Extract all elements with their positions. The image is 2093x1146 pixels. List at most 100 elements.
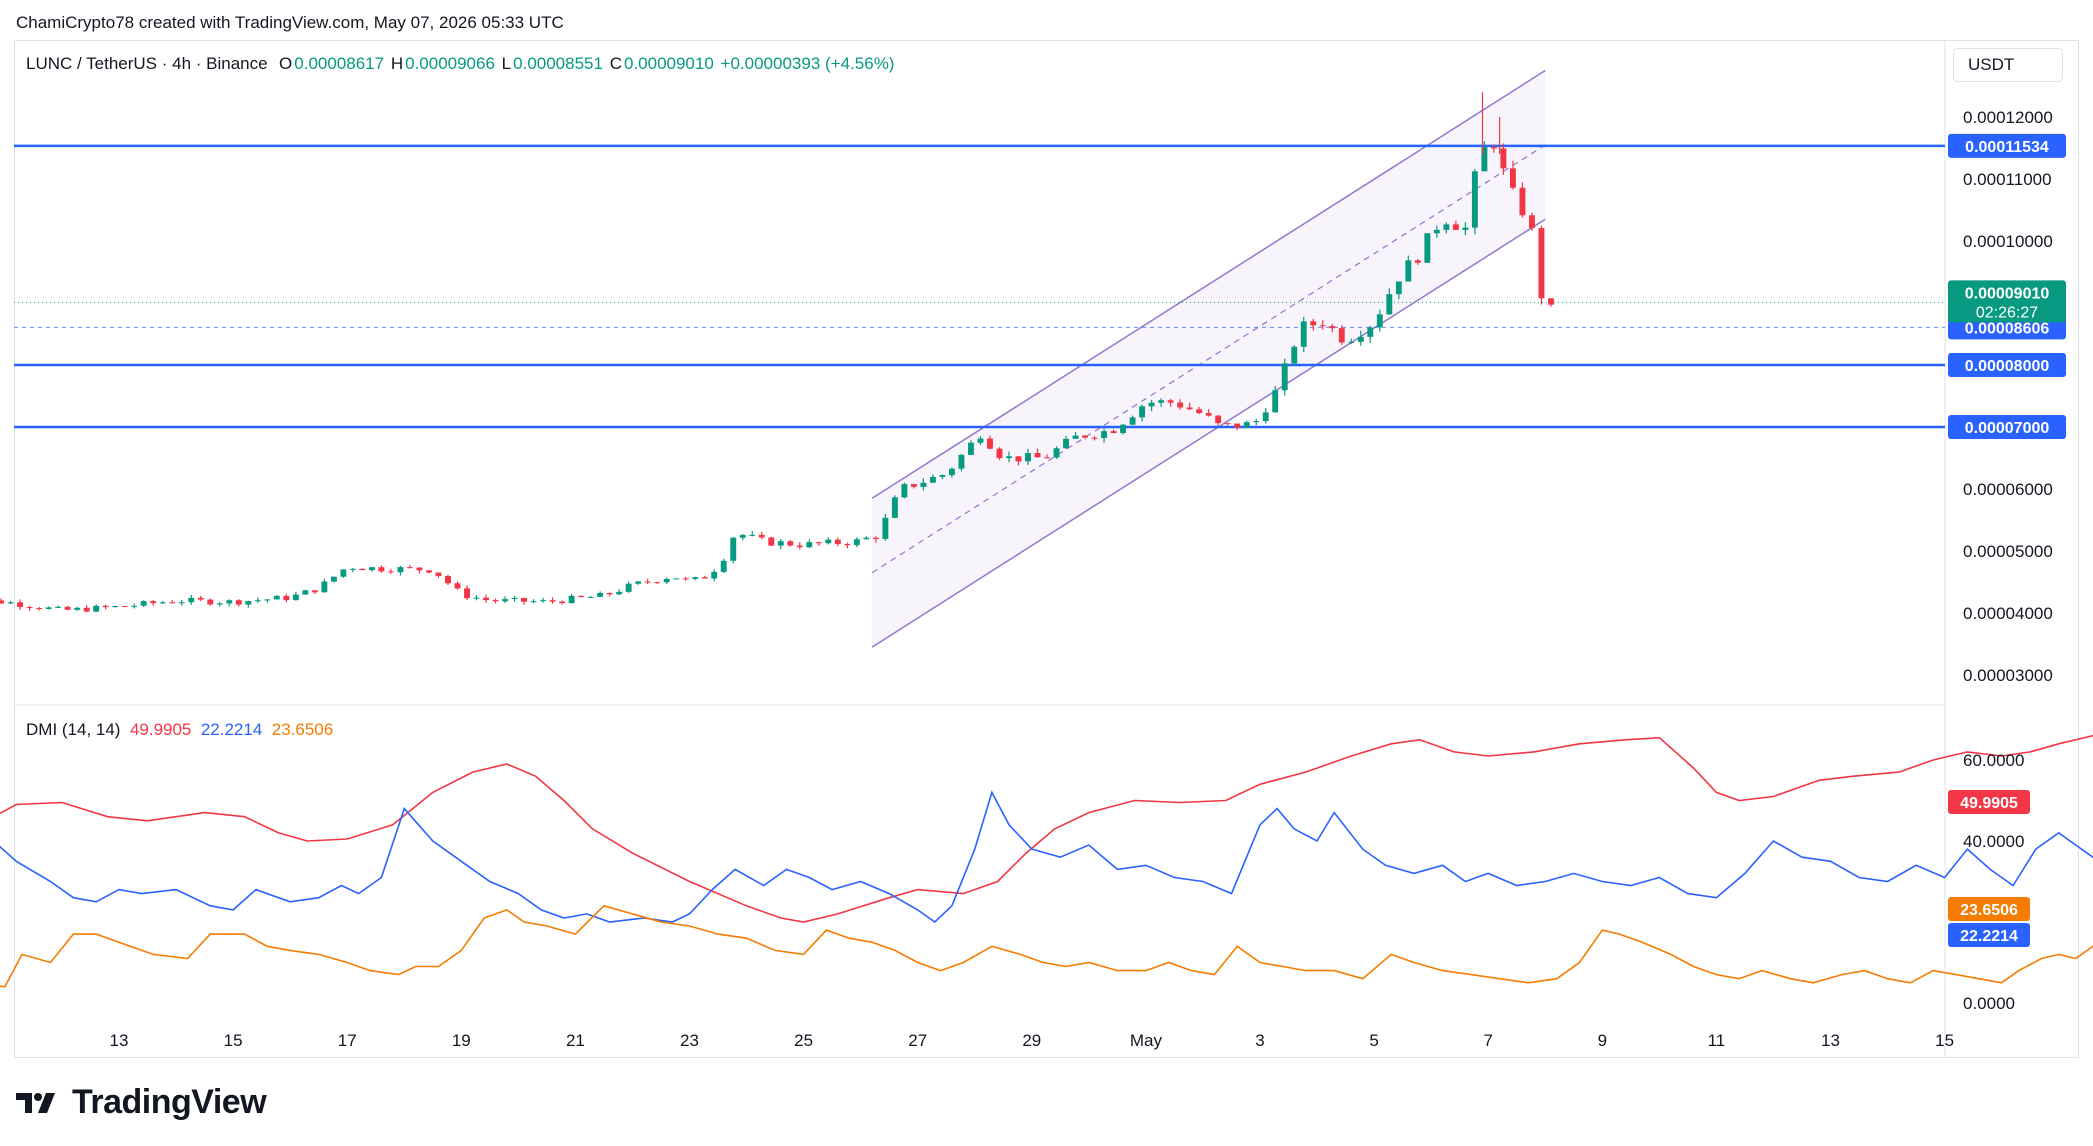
candle-body bbox=[616, 591, 623, 595]
candles bbox=[0, 92, 1554, 613]
last-price-tag-countdown: 02:26:27 bbox=[1976, 304, 2038, 321]
symbol-name[interactable]: LUNC / TetherUS · 4h · Binance bbox=[26, 54, 268, 73]
candle-body bbox=[1262, 412, 1269, 422]
time-tick-label: 25 bbox=[794, 1031, 813, 1050]
candle-body bbox=[1329, 326, 1336, 329]
horizontal-levels[interactable] bbox=[14, 144, 1945, 429]
candle-body bbox=[1281, 363, 1288, 391]
low-value: 0.00008551 bbox=[513, 54, 603, 73]
candle-body bbox=[150, 601, 157, 604]
candle-body bbox=[711, 571, 718, 579]
candle-body bbox=[1091, 437, 1098, 439]
candle-body bbox=[1158, 400, 1165, 403]
candle-body bbox=[663, 578, 670, 583]
candle-body bbox=[216, 603, 223, 605]
candle-body bbox=[359, 568, 366, 571]
candle-body bbox=[311, 590, 318, 593]
candle-body bbox=[958, 454, 965, 469]
candle-body bbox=[131, 605, 138, 607]
candle-body bbox=[435, 572, 442, 576]
candle-body bbox=[273, 595, 280, 600]
candle-body bbox=[1034, 453, 1041, 458]
time-tick-label: 21 bbox=[566, 1031, 585, 1050]
candle-body bbox=[872, 537, 879, 539]
price-tick-label: 0.00003000 bbox=[1963, 666, 2053, 685]
candle-body bbox=[987, 438, 993, 449]
candle-body bbox=[17, 602, 24, 608]
time-tick-label: 15 bbox=[1935, 1031, 1954, 1050]
time-tick-label: 15 bbox=[224, 1031, 243, 1050]
candle-body bbox=[1272, 390, 1279, 413]
candle-body bbox=[1101, 431, 1108, 438]
time-tick-label: May bbox=[1130, 1031, 1163, 1050]
time-tick-label: 17 bbox=[338, 1031, 357, 1050]
dmi-series-adx bbox=[0, 734, 2093, 923]
candle-body bbox=[1044, 457, 1050, 459]
candle-body bbox=[1509, 168, 1516, 188]
dmi-title[interactable]: DMI (14, 14) bbox=[26, 720, 121, 739]
level-tag: 0.00008000 bbox=[1965, 358, 2050, 375]
candle-body bbox=[559, 601, 566, 604]
axes: 0.00012000 0.00011000 0.00010000 0.00006000… bbox=[110, 108, 2053, 1050]
candle-body bbox=[806, 542, 813, 548]
currency-selector[interactable]: USDT bbox=[1953, 48, 2063, 82]
high-label: H bbox=[390, 54, 404, 73]
candle-body bbox=[264, 599, 271, 601]
candle-body bbox=[606, 593, 613, 595]
candle-body bbox=[1215, 415, 1222, 424]
tradingview-logo[interactable]: TradingView bbox=[16, 1083, 267, 1122]
candle-body bbox=[387, 571, 394, 573]
candle-body bbox=[83, 607, 90, 612]
parallel-channel[interactable] bbox=[871, 69, 1546, 648]
dmi-tick-label: 40.0000 bbox=[1963, 832, 2024, 851]
candle-body bbox=[464, 588, 470, 599]
chart-credit: ChamiCrypto78 created with TradingView.c… bbox=[16, 13, 564, 32]
candle-body bbox=[863, 537, 870, 540]
candle-body bbox=[1443, 224, 1450, 230]
candle-body bbox=[483, 597, 489, 601]
candle-body bbox=[920, 482, 927, 487]
channel-lower-line bbox=[871, 218, 1546, 648]
time-tick-label: 27 bbox=[908, 1031, 927, 1050]
candle-body bbox=[578, 595, 585, 597]
dmi-tag: 22.2214 bbox=[1960, 928, 2018, 945]
candle-body bbox=[7, 602, 14, 604]
candle-body bbox=[283, 595, 290, 601]
symbol-legend: LUNC / TetherUS · 4h · Binance O 0.000086… bbox=[26, 54, 896, 74]
candle-body bbox=[796, 545, 803, 548]
last-price-tag: 0.00009010 bbox=[1965, 285, 2050, 302]
candle-body bbox=[568, 595, 575, 604]
candle-body bbox=[1006, 456, 1012, 459]
level-tag-bg bbox=[1948, 415, 2066, 439]
candle-body bbox=[407, 567, 413, 569]
candle-body bbox=[26, 607, 33, 609]
candle-body bbox=[302, 590, 309, 595]
candle-body bbox=[1338, 328, 1345, 343]
time-tick-label: 23 bbox=[680, 1031, 699, 1050]
candle-body bbox=[55, 606, 62, 608]
candle-body bbox=[739, 534, 746, 538]
candle-body bbox=[64, 606, 71, 610]
candle-body bbox=[939, 475, 946, 477]
channel-upper-line bbox=[871, 69, 1546, 499]
level-tag-bg bbox=[1948, 133, 2066, 158]
candle-body bbox=[1148, 402, 1155, 407]
candle-body bbox=[178, 602, 185, 604]
candle-body bbox=[1386, 294, 1393, 315]
candle-body bbox=[834, 539, 841, 545]
candle-body bbox=[1167, 400, 1174, 403]
dmi-legend: DMI (14, 14) 49.9905 22.2214 23.6506 bbox=[26, 720, 333, 740]
candle-body bbox=[530, 601, 537, 603]
candle-body bbox=[1139, 406, 1146, 418]
candle-body bbox=[254, 600, 261, 602]
candle-body bbox=[1082, 435, 1088, 438]
candle-body bbox=[787, 541, 794, 546]
dmi-tag-bg bbox=[1948, 897, 2030, 921]
candle-body bbox=[1243, 422, 1250, 428]
candle-body bbox=[1490, 147, 1497, 149]
candle-body bbox=[1234, 423, 1241, 428]
candle-body bbox=[321, 581, 328, 593]
candle-body bbox=[349, 568, 356, 570]
candle-body bbox=[45, 607, 52, 610]
